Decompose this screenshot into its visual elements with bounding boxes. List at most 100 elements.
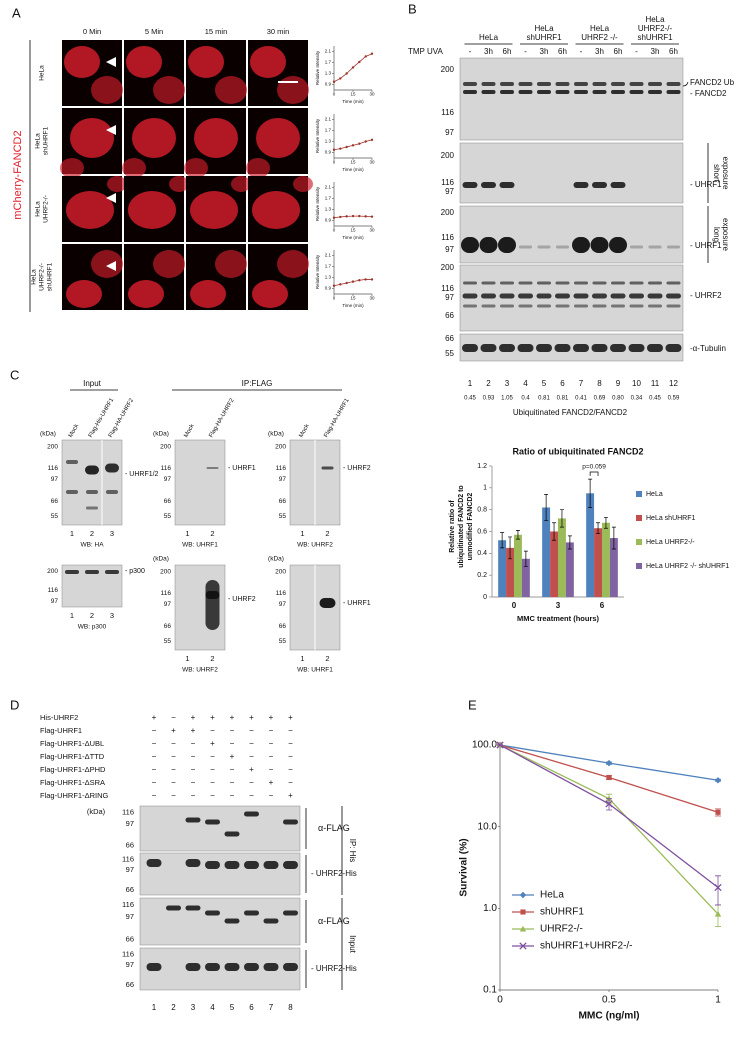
band	[321, 466, 334, 470]
point	[345, 72, 348, 75]
point	[370, 138, 374, 142]
x-tick-label: 15	[350, 228, 356, 233]
construct-label: Flag-UHRF1-ΔSRA	[40, 778, 105, 787]
sign: −	[191, 739, 196, 748]
y-tick-label: 0.2	[477, 572, 487, 579]
lane-condition: 3h	[651, 47, 660, 56]
quantification: 0.80	[612, 396, 624, 402]
point	[332, 148, 336, 151]
band	[244, 811, 259, 817]
chart-title: Ratio of ubiquitinated FANCD2	[513, 446, 644, 456]
band	[611, 82, 625, 86]
band	[185, 963, 201, 971]
band	[611, 281, 625, 285]
nucleus	[70, 118, 114, 158]
y-tick-label: 100.0	[472, 740, 497, 751]
blot	[459, 205, 684, 264]
group-label: HeLa	[645, 15, 665, 24]
sign: −	[191, 765, 196, 774]
band	[630, 245, 643, 249]
sign: −	[210, 791, 215, 800]
lane-condition: 3h	[540, 47, 549, 56]
marker-label: 66	[445, 311, 454, 320]
point	[606, 774, 612, 781]
quantification: 0.81	[538, 396, 550, 402]
reporter-label: mCherry-FANCD2	[12, 130, 24, 219]
sign: +	[249, 765, 254, 774]
sign: −	[249, 791, 254, 800]
group-label: IP: His	[348, 839, 357, 863]
point	[364, 278, 367, 281]
sign: −	[171, 778, 176, 787]
nucleus	[215, 76, 247, 104]
point	[715, 809, 721, 815]
marker-label: 116	[122, 900, 134, 909]
point	[345, 145, 348, 149]
marker-label: 97	[445, 187, 454, 196]
legend-marker	[519, 925, 527, 932]
marker-label: 116	[441, 178, 454, 187]
point	[370, 215, 374, 218]
y-tick-label: 2.1	[325, 185, 332, 190]
sign: +	[230, 713, 235, 722]
marker-label: 97	[279, 601, 287, 608]
lane-number: 12	[669, 379, 678, 388]
quantification: 0.45	[464, 396, 476, 402]
band	[648, 82, 662, 86]
sign: −	[191, 778, 196, 787]
marker-label: 55	[279, 638, 287, 645]
lane-number: 6	[560, 379, 565, 388]
band	[592, 90, 607, 94]
lane-condition: -	[524, 47, 527, 56]
blot	[459, 142, 684, 204]
error-bar	[515, 530, 520, 540]
band	[463, 281, 477, 285]
band	[573, 344, 589, 352]
x-tick-label: 15	[350, 160, 356, 165]
y-tick-label: 1.0	[483, 903, 497, 914]
band	[518, 90, 533, 94]
marker-label: 66	[126, 980, 134, 989]
y-tick-label: 10.0	[478, 821, 498, 832]
marker-label: 66	[279, 623, 287, 630]
error-bar	[552, 522, 557, 541]
lane-number: 4	[523, 379, 528, 388]
band	[224, 963, 240, 971]
band	[185, 859, 201, 867]
band	[283, 861, 298, 869]
lane-header: Mock	[183, 423, 196, 439]
lane-number: 1	[468, 379, 473, 388]
point	[351, 280, 355, 283]
sign: −	[230, 765, 235, 774]
point	[358, 60, 361, 64]
point	[332, 80, 336, 83]
point	[339, 283, 342, 286]
marker-label: 116	[161, 590, 172, 597]
section-label: IP:FLAG	[242, 379, 273, 388]
point	[364, 55, 367, 58]
x-tick-label: 1	[715, 995, 721, 1006]
lane-number: 7	[269, 1003, 274, 1012]
sign: +	[152, 713, 157, 722]
sign: +	[288, 713, 293, 722]
band	[263, 861, 279, 869]
sign: −	[230, 739, 235, 748]
x-tick-label: 0	[333, 92, 336, 97]
bar	[514, 534, 522, 597]
marker-label: 66	[126, 934, 134, 943]
sign: −	[269, 791, 274, 800]
blot	[174, 439, 226, 526]
sign: −	[152, 778, 157, 787]
blot	[459, 57, 684, 141]
point	[364, 215, 367, 218]
bar	[586, 493, 595, 597]
x-axis-label: Time (min)	[342, 99, 364, 104]
lane-number: 2	[210, 654, 214, 663]
band	[592, 182, 607, 188]
sign: −	[171, 752, 176, 761]
lane-number: 2	[486, 379, 491, 388]
band-label: - UHRF2	[343, 465, 371, 472]
lane-condition: 3h	[484, 47, 493, 56]
sign: −	[210, 778, 215, 787]
sign: −	[210, 726, 215, 735]
